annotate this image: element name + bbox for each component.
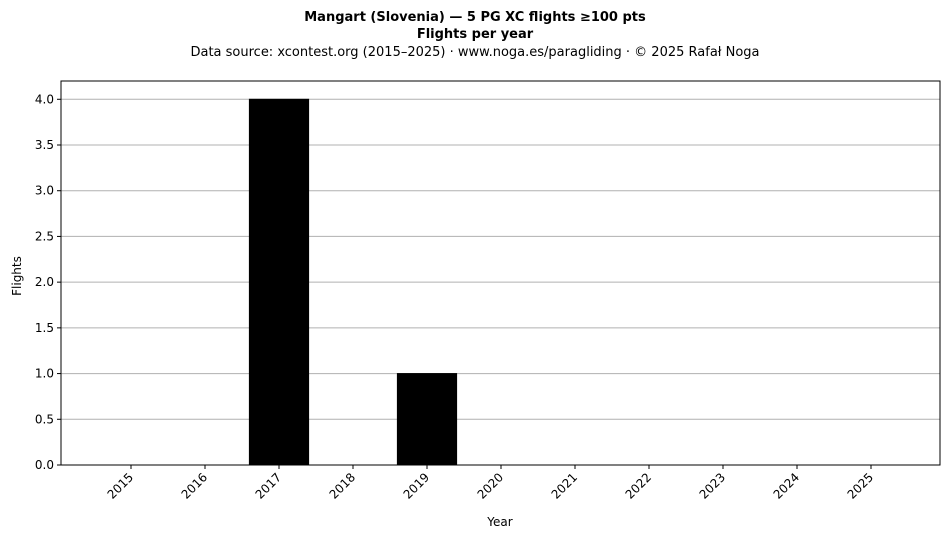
chart-title: Mangart (Slovenia) — 5 PG XC flights ≥10… bbox=[304, 10, 646, 25]
x-tick-label: 2024 bbox=[771, 470, 802, 501]
x-tick-label: 2025 bbox=[845, 470, 876, 501]
y-tick-label: 1.5 bbox=[35, 321, 54, 335]
x-tick-label: 2016 bbox=[179, 470, 210, 501]
x-axis-label: Year bbox=[486, 515, 512, 529]
y-tick-label: 4.0 bbox=[35, 92, 54, 106]
y-tick-label: 2.0 bbox=[35, 275, 54, 289]
y-tick-label: 3.5 bbox=[35, 138, 54, 152]
x-tick-label: 2015 bbox=[105, 470, 136, 501]
y-axis-label: Flights bbox=[10, 256, 24, 296]
x-tick-label: 2022 bbox=[623, 470, 654, 501]
x-tick-label: 2023 bbox=[697, 470, 728, 501]
plot-frame bbox=[60, 80, 941, 466]
bar-2017 bbox=[248, 98, 310, 466]
x-axis-ticks: 2015 2016 2017 2018 2019 2020 2021 2022 2023 2024… bbox=[105, 465, 876, 502]
y-axis-ticks: 0.0 0.5 1.0 1.5 2.0 2.5 3.0 3.5 4.0 bbox=[35, 92, 61, 472]
chart-source: Data source: xcontest.org (2015–2025) · … bbox=[190, 45, 759, 60]
x-tick-label: 2018 bbox=[327, 470, 358, 501]
bars bbox=[248, 98, 458, 466]
y-tick-label: 3.0 bbox=[35, 184, 54, 198]
x-tick-label: 2020 bbox=[475, 470, 506, 501]
x-tick-label: 2019 bbox=[401, 470, 432, 501]
y-tick-label: 0.0 bbox=[35, 458, 54, 472]
bar-2019 bbox=[396, 373, 458, 466]
chart-subtitle: Flights per year bbox=[417, 27, 534, 42]
x-tick-label: 2021 bbox=[549, 470, 580, 501]
grid-lines bbox=[61, 98, 940, 420]
y-tick-label: 0.5 bbox=[35, 412, 54, 426]
y-tick-label: 2.5 bbox=[35, 229, 54, 243]
y-tick-label: 1.0 bbox=[35, 367, 54, 381]
x-tick-label: 2017 bbox=[253, 470, 284, 501]
